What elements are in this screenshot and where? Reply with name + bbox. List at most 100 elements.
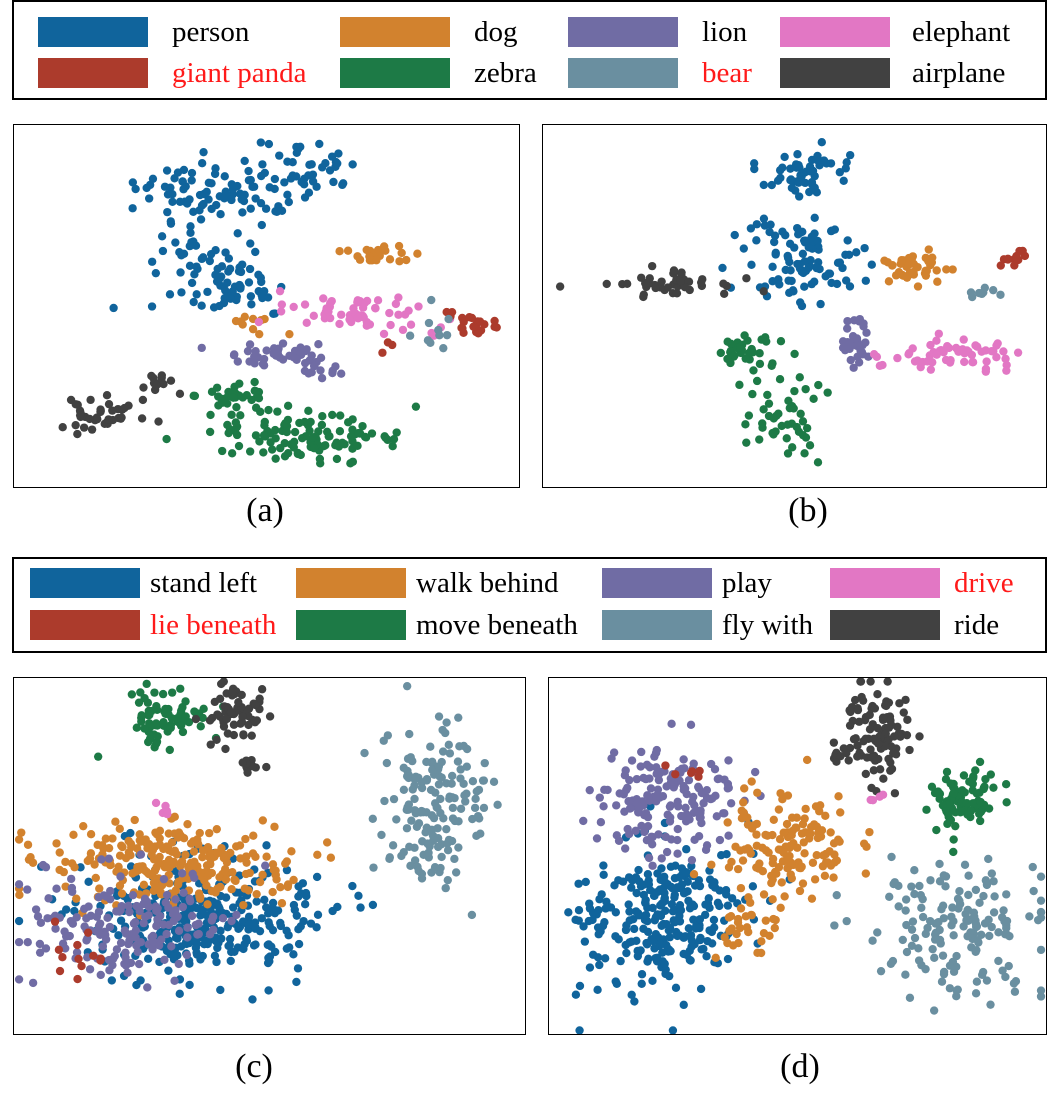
scatter-point-person bbox=[800, 282, 809, 291]
scatter-point-person bbox=[226, 294, 235, 303]
scatter-point-lie-beneath bbox=[83, 928, 93, 937]
scatter-point-fly-with bbox=[433, 824, 442, 833]
scatter-point-person bbox=[205, 256, 215, 266]
scatter-point-fly-with bbox=[426, 742, 435, 751]
scatter-point-move-beneath bbox=[975, 757, 985, 767]
scatter-point-person bbox=[804, 243, 813, 252]
scatter-point-drive bbox=[163, 809, 172, 819]
scatter-point-play bbox=[612, 801, 621, 810]
scatter-point-stand-left bbox=[657, 899, 667, 908]
scatter-point-fly-with bbox=[876, 966, 886, 976]
scatter-point-ride bbox=[861, 734, 870, 744]
scatter-point-walk-behind bbox=[203, 871, 213, 880]
scatter-point-walk-behind bbox=[195, 892, 205, 902]
scatter-point-stand-left bbox=[704, 894, 713, 903]
scatter-point-bear bbox=[989, 286, 998, 295]
scatter-point-dog bbox=[904, 260, 913, 270]
scatter-point-fly-with bbox=[434, 780, 444, 789]
scatter-point-move-beneath bbox=[949, 847, 958, 857]
scatter-point-walk-behind bbox=[242, 858, 251, 867]
scatter-point-dog bbox=[932, 266, 941, 275]
scatter-point-zebra bbox=[236, 411, 245, 420]
scatter-point-stand-left bbox=[313, 910, 323, 919]
scatter-point-play bbox=[720, 775, 729, 784]
scatter-point-walk-behind bbox=[753, 948, 762, 958]
scatter-point-play bbox=[41, 944, 51, 953]
scatter-point-lie-beneath bbox=[54, 945, 64, 954]
scatter-point-stand-left bbox=[629, 924, 639, 934]
scatter-point-zebra bbox=[381, 433, 390, 443]
scatter-point-fly-with bbox=[885, 892, 894, 901]
scatter-point-lion bbox=[285, 351, 294, 361]
scatter-point-elephant bbox=[939, 348, 948, 357]
scatter-point-play bbox=[621, 844, 630, 853]
scatter-point-zebra bbox=[813, 458, 823, 467]
scatter-point-dog bbox=[397, 248, 406, 258]
scatter-point-ride bbox=[262, 762, 271, 772]
scatter-point-elephant bbox=[981, 364, 991, 374]
scatter-point-lion bbox=[278, 355, 288, 364]
scatter-point-walk-behind bbox=[743, 820, 753, 829]
scatter-point-zebra bbox=[218, 398, 227, 407]
scatter-point-person bbox=[750, 164, 759, 174]
scatter-point-fly-with bbox=[450, 854, 459, 864]
scatter-point-zebra bbox=[392, 428, 401, 437]
scatter-point-lion bbox=[862, 328, 871, 337]
scatter-point-fly-with bbox=[910, 933, 920, 943]
scatter-point-fly-with bbox=[471, 794, 480, 803]
scatter-point-ride bbox=[219, 722, 229, 731]
scatter-point-lion bbox=[251, 346, 260, 356]
scatter-point-walk-behind bbox=[195, 828, 204, 838]
scatter-point-play bbox=[624, 829, 634, 839]
scatter-point-play bbox=[152, 906, 161, 916]
scatter-point-walk-behind bbox=[95, 884, 104, 893]
scatter-point-walk-behind bbox=[252, 890, 261, 899]
scatter-point-zebra bbox=[232, 402, 241, 412]
scatter-point-stand-left bbox=[660, 959, 669, 968]
scatter-point-play bbox=[179, 888, 188, 897]
scatter-point-walk-behind bbox=[124, 848, 134, 857]
scatter-point-person bbox=[288, 171, 297, 180]
scatter-point-play bbox=[636, 762, 645, 771]
scatter-point-fly-with bbox=[902, 920, 911, 930]
scatter-point-zebra bbox=[783, 449, 793, 458]
scatter-point-zebra bbox=[328, 410, 337, 420]
scatter-point-ride bbox=[903, 715, 912, 724]
scatter-point-zebra bbox=[716, 348, 725, 358]
scatter-point-ride bbox=[896, 732, 905, 741]
scatter-point-elephant bbox=[353, 298, 362, 307]
scatter-point-stand-left bbox=[675, 931, 684, 940]
scatter-point-stand-left bbox=[650, 944, 659, 953]
scatter-point-play bbox=[41, 863, 51, 872]
scatter-point-zebra bbox=[229, 393, 238, 402]
scatter-point-stand-left bbox=[216, 985, 225, 995]
scatter-point-fly-with bbox=[960, 860, 970, 870]
scatter-point-fly-with bbox=[461, 797, 470, 806]
scatter-point-dog bbox=[913, 282, 923, 291]
scatter-point-dog bbox=[402, 255, 411, 265]
scatter-point-person bbox=[867, 260, 876, 269]
scatter-point-ride bbox=[880, 742, 890, 751]
scatter-point-zebra bbox=[782, 434, 791, 443]
scatter-point-walk-behind bbox=[186, 839, 196, 848]
scatter-point-play bbox=[652, 745, 661, 755]
scatter-point-ride bbox=[899, 708, 908, 717]
scatter-point-play bbox=[209, 912, 218, 921]
scatter-point-zebra bbox=[232, 430, 242, 440]
scatter-point-fly-with bbox=[493, 800, 502, 809]
scatter-point-lie-beneath bbox=[687, 767, 697, 776]
scatter-point-move-beneath bbox=[151, 739, 161, 748]
scatter-point-play bbox=[164, 903, 173, 912]
legend-label: lion bbox=[702, 16, 748, 48]
scatter-point-play bbox=[652, 763, 661, 772]
scatter-point-person bbox=[219, 298, 229, 308]
scatter-point-stand-left bbox=[625, 938, 634, 947]
scatter-point-walk-behind bbox=[812, 822, 822, 831]
scatter-point-stand-left bbox=[705, 903, 714, 912]
scatter-point-person bbox=[220, 172, 229, 181]
scatter-point-person bbox=[221, 248, 230, 257]
scatter-point-stand-left bbox=[175, 989, 184, 999]
scatter-point-move-beneath bbox=[137, 717, 146, 726]
scatter-point-person bbox=[185, 241, 194, 251]
scatter-point-move-beneath bbox=[972, 789, 982, 798]
